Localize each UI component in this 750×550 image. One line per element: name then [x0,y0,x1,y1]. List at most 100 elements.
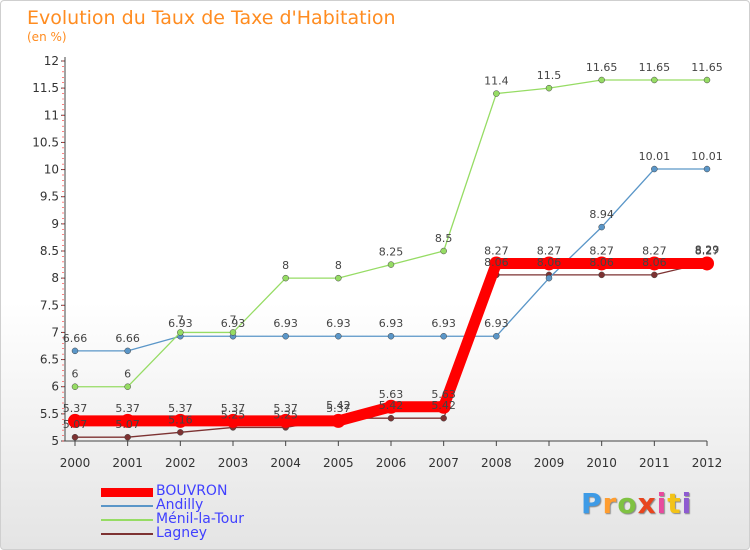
data-label: 6.66 [115,332,140,345]
x-tick-label: 2012 [692,456,723,470]
data-point [177,329,184,336]
data-label: 8.06 [589,256,614,269]
data-label: 5.25 [273,408,298,421]
x-tick-label: 2005 [323,456,354,470]
data-label: 5.63 [431,388,456,401]
data-point [440,247,447,255]
y-tick-label: 6.5 [40,353,59,367]
x-tick-label: 2004 [270,456,301,470]
data-label: 8.25 [379,246,404,259]
data-label: 10.01 [639,150,671,163]
data-label: 6.93 [168,317,193,330]
data-point [703,76,711,84]
data-point [594,256,609,271]
data-label: 8.5 [435,232,453,245]
data-label: 6.93 [431,317,456,330]
y-tick-label: 8.5 [40,244,59,258]
data-label: 5.07 [63,418,88,431]
data-label: 10.01 [691,150,723,163]
legend-swatch [101,533,153,535]
data-point [71,383,79,390]
data-label: 5.42 [431,399,456,412]
data-point [120,413,135,428]
data-point [700,256,714,271]
y-tick-label: 9.5 [40,190,59,204]
legend-swatch [101,505,153,507]
data-label: 5.42 [326,399,351,412]
data-point [71,433,79,441]
data-label: 11.65 [639,61,671,74]
y-tick-label: 11 [44,108,59,122]
x-tick-label: 2011 [639,456,670,470]
y-tick-label: 5 [51,434,59,448]
data-label: 8.06 [642,256,667,269]
legend-label: BOUVRON [156,483,228,499]
data-label: 5.07 [115,418,140,431]
logo-letter: o [617,487,638,520]
data-label: 8 [282,259,289,272]
data-label: 5.25 [221,408,246,421]
data-point [598,76,605,84]
data-point [335,332,342,340]
data-point [387,261,395,268]
data-point [384,399,398,414]
x-tick-label: 2008 [481,456,512,470]
data-point [229,329,237,336]
data-label: 6.66 [63,332,88,345]
data-label: 8.27 [642,244,667,257]
data-point [71,347,79,355]
data-label: 5.42 [379,399,404,412]
y-tick-label: 10 [44,163,59,177]
proxiti-logo: Proxiti [581,487,692,520]
data-label: 5.37 [63,402,88,415]
y-tick-label: 6 [51,380,59,394]
x-tick-label: 2001 [112,456,143,470]
y-tick-label: 10.5 [32,135,59,149]
x-tick-label: 2007 [428,456,459,470]
data-label: 8 [335,259,342,272]
data-point [331,413,346,428]
data-label: 8.29 [695,243,720,256]
y-tick-label: 11.5 [32,81,59,95]
data-label: 7 [177,313,184,326]
data-point [440,414,447,422]
data-label: 8.27 [537,244,562,257]
data-label: 11.65 [691,61,723,74]
data-point [436,399,451,414]
chart-title: Evolution du Taux de Taxe d'Habitation [27,7,396,29]
data-label: 6.93 [484,317,509,330]
data-label: 11.5 [537,69,562,82]
data-label: 11.4 [484,75,509,88]
data-label: 7 [230,313,237,326]
data-point [651,165,658,173]
data-point [173,413,188,428]
data-label: 6.93 [326,317,351,330]
data-point [335,274,342,282]
data-point [651,76,658,84]
data-label: 5.63 [379,388,404,401]
data-point [545,274,553,282]
data-label: 8.27 [695,244,720,257]
logo-letter: x [637,487,657,520]
data-point [493,90,500,97]
data-point [440,332,447,340]
legend-swatch [101,519,153,521]
data-label: 6.93 [379,317,404,330]
y-tick-label: 5.5 [40,407,59,421]
data-point [647,256,662,271]
data-point [124,383,131,390]
data-point [282,274,289,282]
data-point [68,413,82,428]
data-point [387,332,395,340]
y-tick-label: 12 [44,54,59,68]
data-label: 5.37 [326,402,351,415]
data-label: 8.27 [589,244,614,257]
data-label: 6 [124,368,131,381]
data-label: 11.65 [586,61,618,74]
logo-letter: r [602,487,618,520]
y-tick-label: 7.5 [40,298,59,312]
data-point [545,84,553,92]
x-tick-label: 2006 [376,456,407,470]
